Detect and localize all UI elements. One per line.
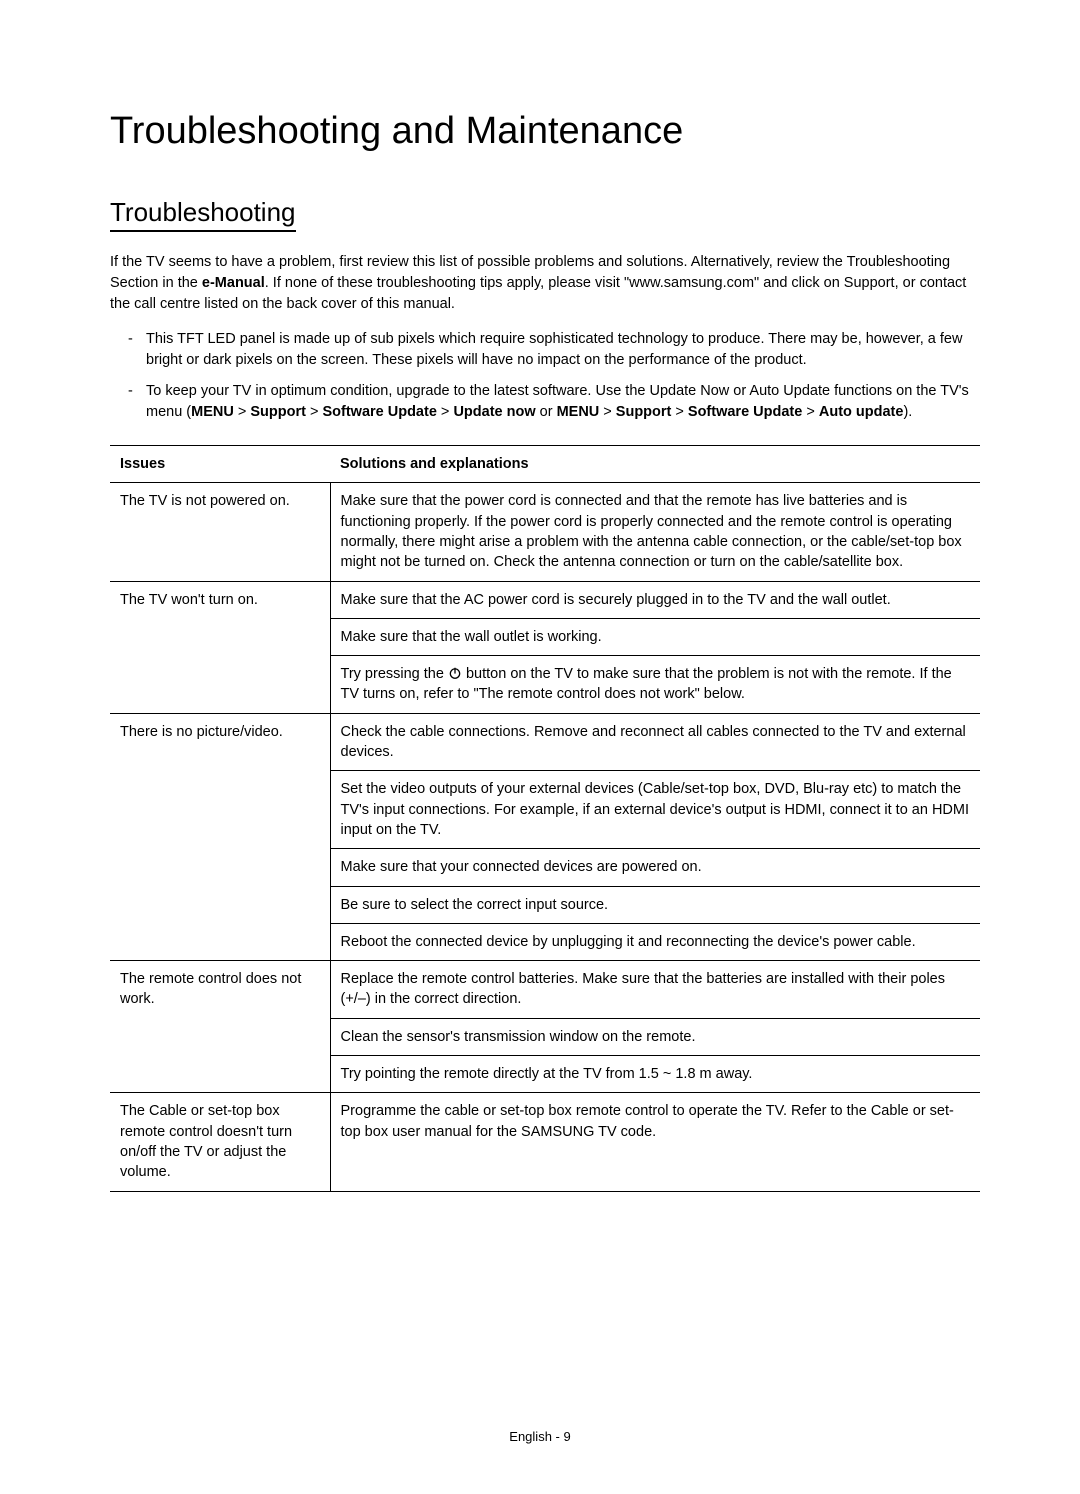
- header-issues: Issues: [110, 446, 330, 483]
- menu-path-1d: Update now: [453, 404, 535, 420]
- menu-path-1a: MENU: [191, 404, 234, 420]
- solution-cell: Try pressing the button on the TV to mak…: [330, 656, 980, 714]
- menu-path-1b: Support: [250, 404, 306, 420]
- sep: >: [234, 404, 251, 420]
- sep: >: [671, 404, 688, 420]
- issue-cell: There is no picture/video.: [110, 713, 330, 960]
- solution-cell: Reboot the connected device by unpluggin…: [330, 923, 980, 960]
- solution-cell: Replace the remote control batteries. Ma…: [330, 961, 980, 1019]
- menu-path-2b: Support: [616, 404, 672, 420]
- solution-cell: Make sure that the power cord is connect…: [330, 483, 980, 581]
- sep: >: [437, 404, 454, 420]
- sep: >: [306, 404, 323, 420]
- menu-path-2a: MENU: [557, 404, 600, 420]
- troubleshooting-table: Issues Solutions and explanations The TV…: [110, 445, 980, 1191]
- header-solutions: Solutions and explanations: [330, 446, 980, 483]
- solution-cell: Programme the cable or set-top box remot…: [330, 1093, 980, 1191]
- solution-cell: Make sure that the AC power cord is secu…: [330, 581, 980, 618]
- note-item-2: To keep your TV in optimum condition, up…: [128, 381, 980, 423]
- table-header-row: Issues Solutions and explanations: [110, 446, 980, 483]
- issue-cell: The Cable or set-top box remote control …: [110, 1093, 330, 1191]
- table-row: The TV won't turn on.Make sure that the …: [110, 581, 980, 618]
- solution-cell: Make sure that the wall outlet is workin…: [330, 618, 980, 655]
- intro-paragraph: If the TV seems to have a problem, first…: [110, 252, 980, 315]
- page-footer: English - 9: [0, 1429, 1080, 1444]
- table-row: The Cable or set-top box remote control …: [110, 1093, 980, 1191]
- issue-cell: The remote control does not work.: [110, 961, 330, 1093]
- solution-cell: Check the cable connections. Remove and …: [330, 713, 980, 771]
- page: Troubleshooting and Maintenance Troubles…: [0, 0, 1080, 1494]
- menu-path-1c: Software Update: [322, 404, 436, 420]
- solution-text: Try pressing the: [341, 666, 448, 682]
- notes-list: This TFT LED panel is made up of sub pix…: [128, 329, 980, 423]
- note2-suffix: ).: [903, 404, 912, 420]
- table-row: The TV is not powered on.Make sure that …: [110, 483, 980, 581]
- intro-emanual: e-Manual: [202, 275, 265, 291]
- main-title: Troubleshooting and Maintenance: [110, 110, 980, 153]
- solution-cell: Make sure that your connected devices ar…: [330, 849, 980, 886]
- menu-path-2c: Software Update: [688, 404, 802, 420]
- solution-cell: Clean the sensor's transmission window o…: [330, 1018, 980, 1055]
- section-title: Troubleshooting: [110, 197, 296, 232]
- solution-cell: Set the video outputs of your external d…: [330, 771, 980, 849]
- power-icon: [448, 666, 462, 682]
- sep: >: [802, 404, 819, 420]
- solution-cell: Be sure to select the correct input sour…: [330, 886, 980, 923]
- table-body: The TV is not powered on.Make sure that …: [110, 483, 980, 1191]
- note-item-1: This TFT LED panel is made up of sub pix…: [128, 329, 980, 371]
- solution-cell: Try pointing the remote directly at the …: [330, 1056, 980, 1093]
- menu-path-2d: Auto update: [819, 404, 904, 420]
- table-row: The remote control does not work.Replace…: [110, 961, 980, 1019]
- table-row: There is no picture/video.Check the cabl…: [110, 713, 980, 771]
- issue-cell: The TV won't turn on.: [110, 581, 330, 713]
- sep: >: [599, 404, 616, 420]
- or: or: [536, 404, 557, 420]
- issue-cell: The TV is not powered on.: [110, 483, 330, 581]
